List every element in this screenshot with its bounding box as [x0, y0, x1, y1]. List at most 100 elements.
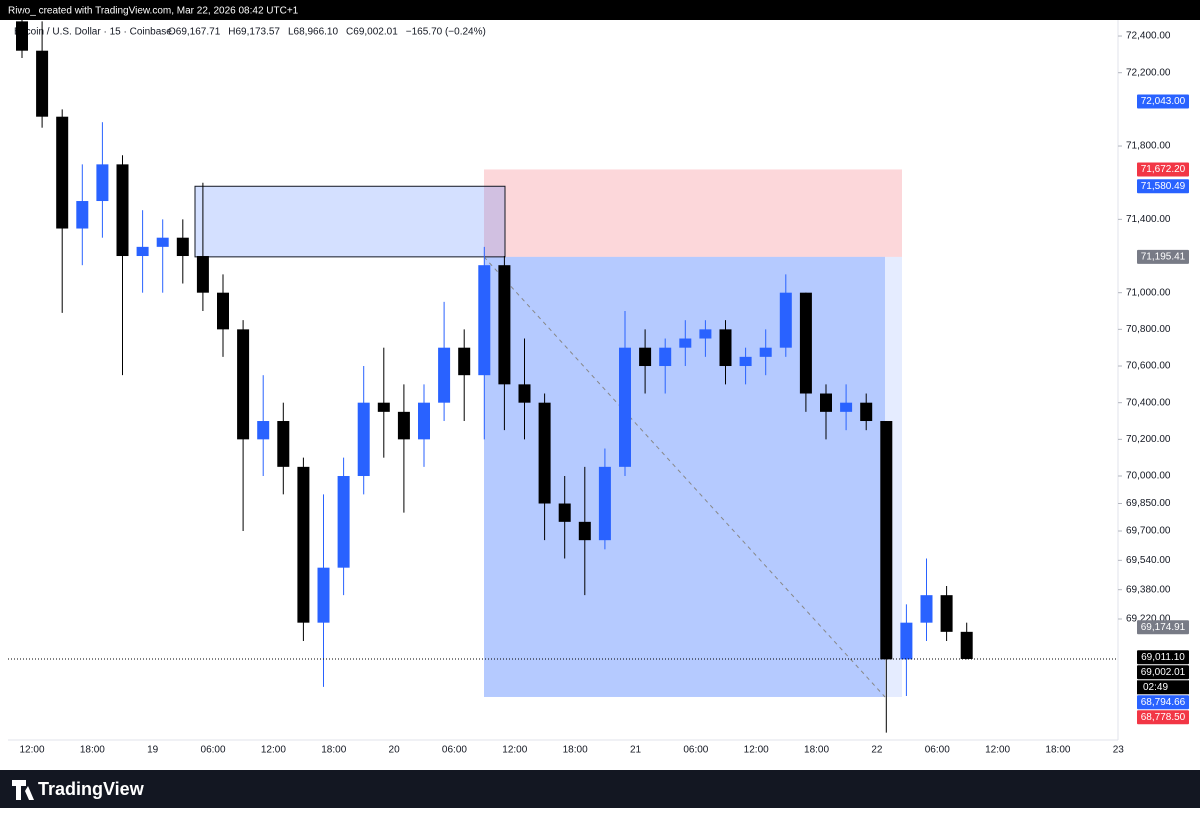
price-tag — [1137, 650, 1189, 665]
price-tag-label: 72,043.00 — [1141, 96, 1186, 107]
price-tag-label: 69,174.91 — [1141, 622, 1186, 633]
price-tag — [1137, 665, 1189, 680]
candle-body — [900, 622, 913, 660]
candle-body — [116, 164, 129, 257]
candle-body — [759, 347, 772, 357]
x-tick-label: 18:00 — [80, 745, 105, 756]
ohlc-value: −165.70 (−0.24%) — [406, 27, 486, 38]
x-tick-label: 06:00 — [925, 745, 950, 756]
candle-body — [176, 237, 189, 257]
y-tick-label: 70,200.00 — [1126, 434, 1171, 445]
y-tick-label: 69,220.00 — [1126, 614, 1171, 625]
y-tick-label: 71,800.00 — [1126, 141, 1171, 152]
candle-body — [357, 402, 370, 477]
price-tag-label: 68,778.50 — [1141, 712, 1186, 723]
candle-body — [940, 595, 953, 632]
candle-body — [960, 631, 973, 659]
x-tick-label: 20 — [389, 745, 401, 756]
candle-body — [196, 256, 209, 293]
candle-body — [619, 347, 631, 467]
candle-body — [136, 246, 149, 257]
candle-body — [920, 595, 933, 623]
y-tick-label: 69,380.00 — [1126, 584, 1171, 595]
y-tick-label: 72,400.00 — [1126, 31, 1171, 42]
x-tick-label: 12:00 — [502, 745, 527, 756]
price-tag-label: 68,794.66 — [1141, 697, 1186, 708]
y-tick-label: 70,000.00 — [1126, 471, 1171, 482]
candle-body — [598, 466, 611, 541]
candle-body — [438, 347, 451, 403]
candle-body — [156, 237, 169, 247]
price-tag — [1137, 620, 1189, 635]
candle-body — [217, 292, 229, 330]
y-tick-label: 69,700.00 — [1126, 526, 1171, 537]
x-tick-label: 06:00 — [442, 745, 467, 756]
candle-body — [478, 265, 491, 376]
price-tag — [1137, 179, 1189, 194]
x-tick-label: 12:00 — [744, 745, 769, 756]
x-tick-label: 22 — [871, 745, 883, 756]
target-zone — [484, 256, 902, 697]
price-tag-label: 71,672.20 — [1141, 164, 1186, 175]
candle-body — [739, 356, 752, 367]
x-tick-label: 18:00 — [1045, 745, 1070, 756]
candle-body — [277, 421, 290, 467]
candle-body — [36, 50, 49, 117]
stop-zone — [484, 169, 902, 257]
price-tag-label: 69,011.10 — [1141, 652, 1185, 663]
y-tick-label: 70,800.00 — [1126, 324, 1171, 335]
candle-body — [458, 347, 471, 376]
price-tag-label: 71,195.41 — [1141, 252, 1186, 263]
y-tick-label: 72,200.00 — [1126, 67, 1171, 78]
price-tag — [1137, 695, 1189, 710]
y-tick-label: 69,540.00 — [1126, 555, 1171, 566]
y-tick-label: 70,400.00 — [1126, 397, 1171, 408]
price-tag-label: 71,580.49 — [1141, 181, 1186, 192]
candle-body — [317, 567, 330, 623]
candle-body — [297, 466, 310, 623]
candle-body — [16, 21, 28, 51]
countdown-tag — [1137, 680, 1189, 695]
candle-body — [558, 503, 571, 522]
x-tick-label: 12:00 — [261, 745, 286, 756]
candle-body — [719, 329, 732, 367]
candle-body — [418, 402, 430, 440]
candle-body — [659, 347, 672, 367]
footer-bar — [0, 770, 1200, 808]
y-tick-label: 69,850.00 — [1126, 498, 1171, 509]
x-tick-label: 19 — [147, 745, 159, 756]
y-tick-label: 71,400.00 — [1126, 214, 1171, 225]
x-tick-label: 18:00 — [804, 745, 829, 756]
x-tick-label: 23 — [1113, 745, 1125, 756]
credit: Riwo_ created with TradingView.com, Mar … — [8, 6, 299, 17]
x-tick-label: 18:00 — [563, 745, 588, 756]
x-tick-label: 06:00 — [201, 745, 226, 756]
candle-body — [538, 402, 551, 504]
x-tick-label: 21 — [630, 745, 642, 756]
top-bar — [0, 0, 1200, 20]
candle-body — [799, 292, 812, 394]
candle-body — [699, 329, 712, 339]
candle-body — [337, 476, 350, 568]
price-tag — [1137, 94, 1189, 109]
candle-body — [237, 329, 250, 440]
candle-body — [257, 421, 270, 440]
candle-body — [76, 201, 89, 229]
candle-body — [578, 521, 591, 541]
ohlc-value: L68,966.10 — [288, 27, 338, 38]
price-tag-label: 69,002.01 — [1141, 667, 1186, 678]
price-tag — [1137, 249, 1189, 264]
trade-line — [483, 256, 886, 698]
x-tick-label: 12:00 — [19, 745, 44, 756]
candle-body — [639, 347, 652, 367]
candle-body — [397, 411, 410, 440]
candle-body — [679, 338, 692, 348]
candle-body — [96, 164, 109, 202]
candle-body — [880, 421, 893, 660]
range-box — [194, 185, 506, 258]
y-tick-label: 70,600.00 — [1126, 361, 1171, 372]
ohlc-value: O69,167.71 — [168, 27, 221, 38]
candle-body — [779, 292, 792, 348]
